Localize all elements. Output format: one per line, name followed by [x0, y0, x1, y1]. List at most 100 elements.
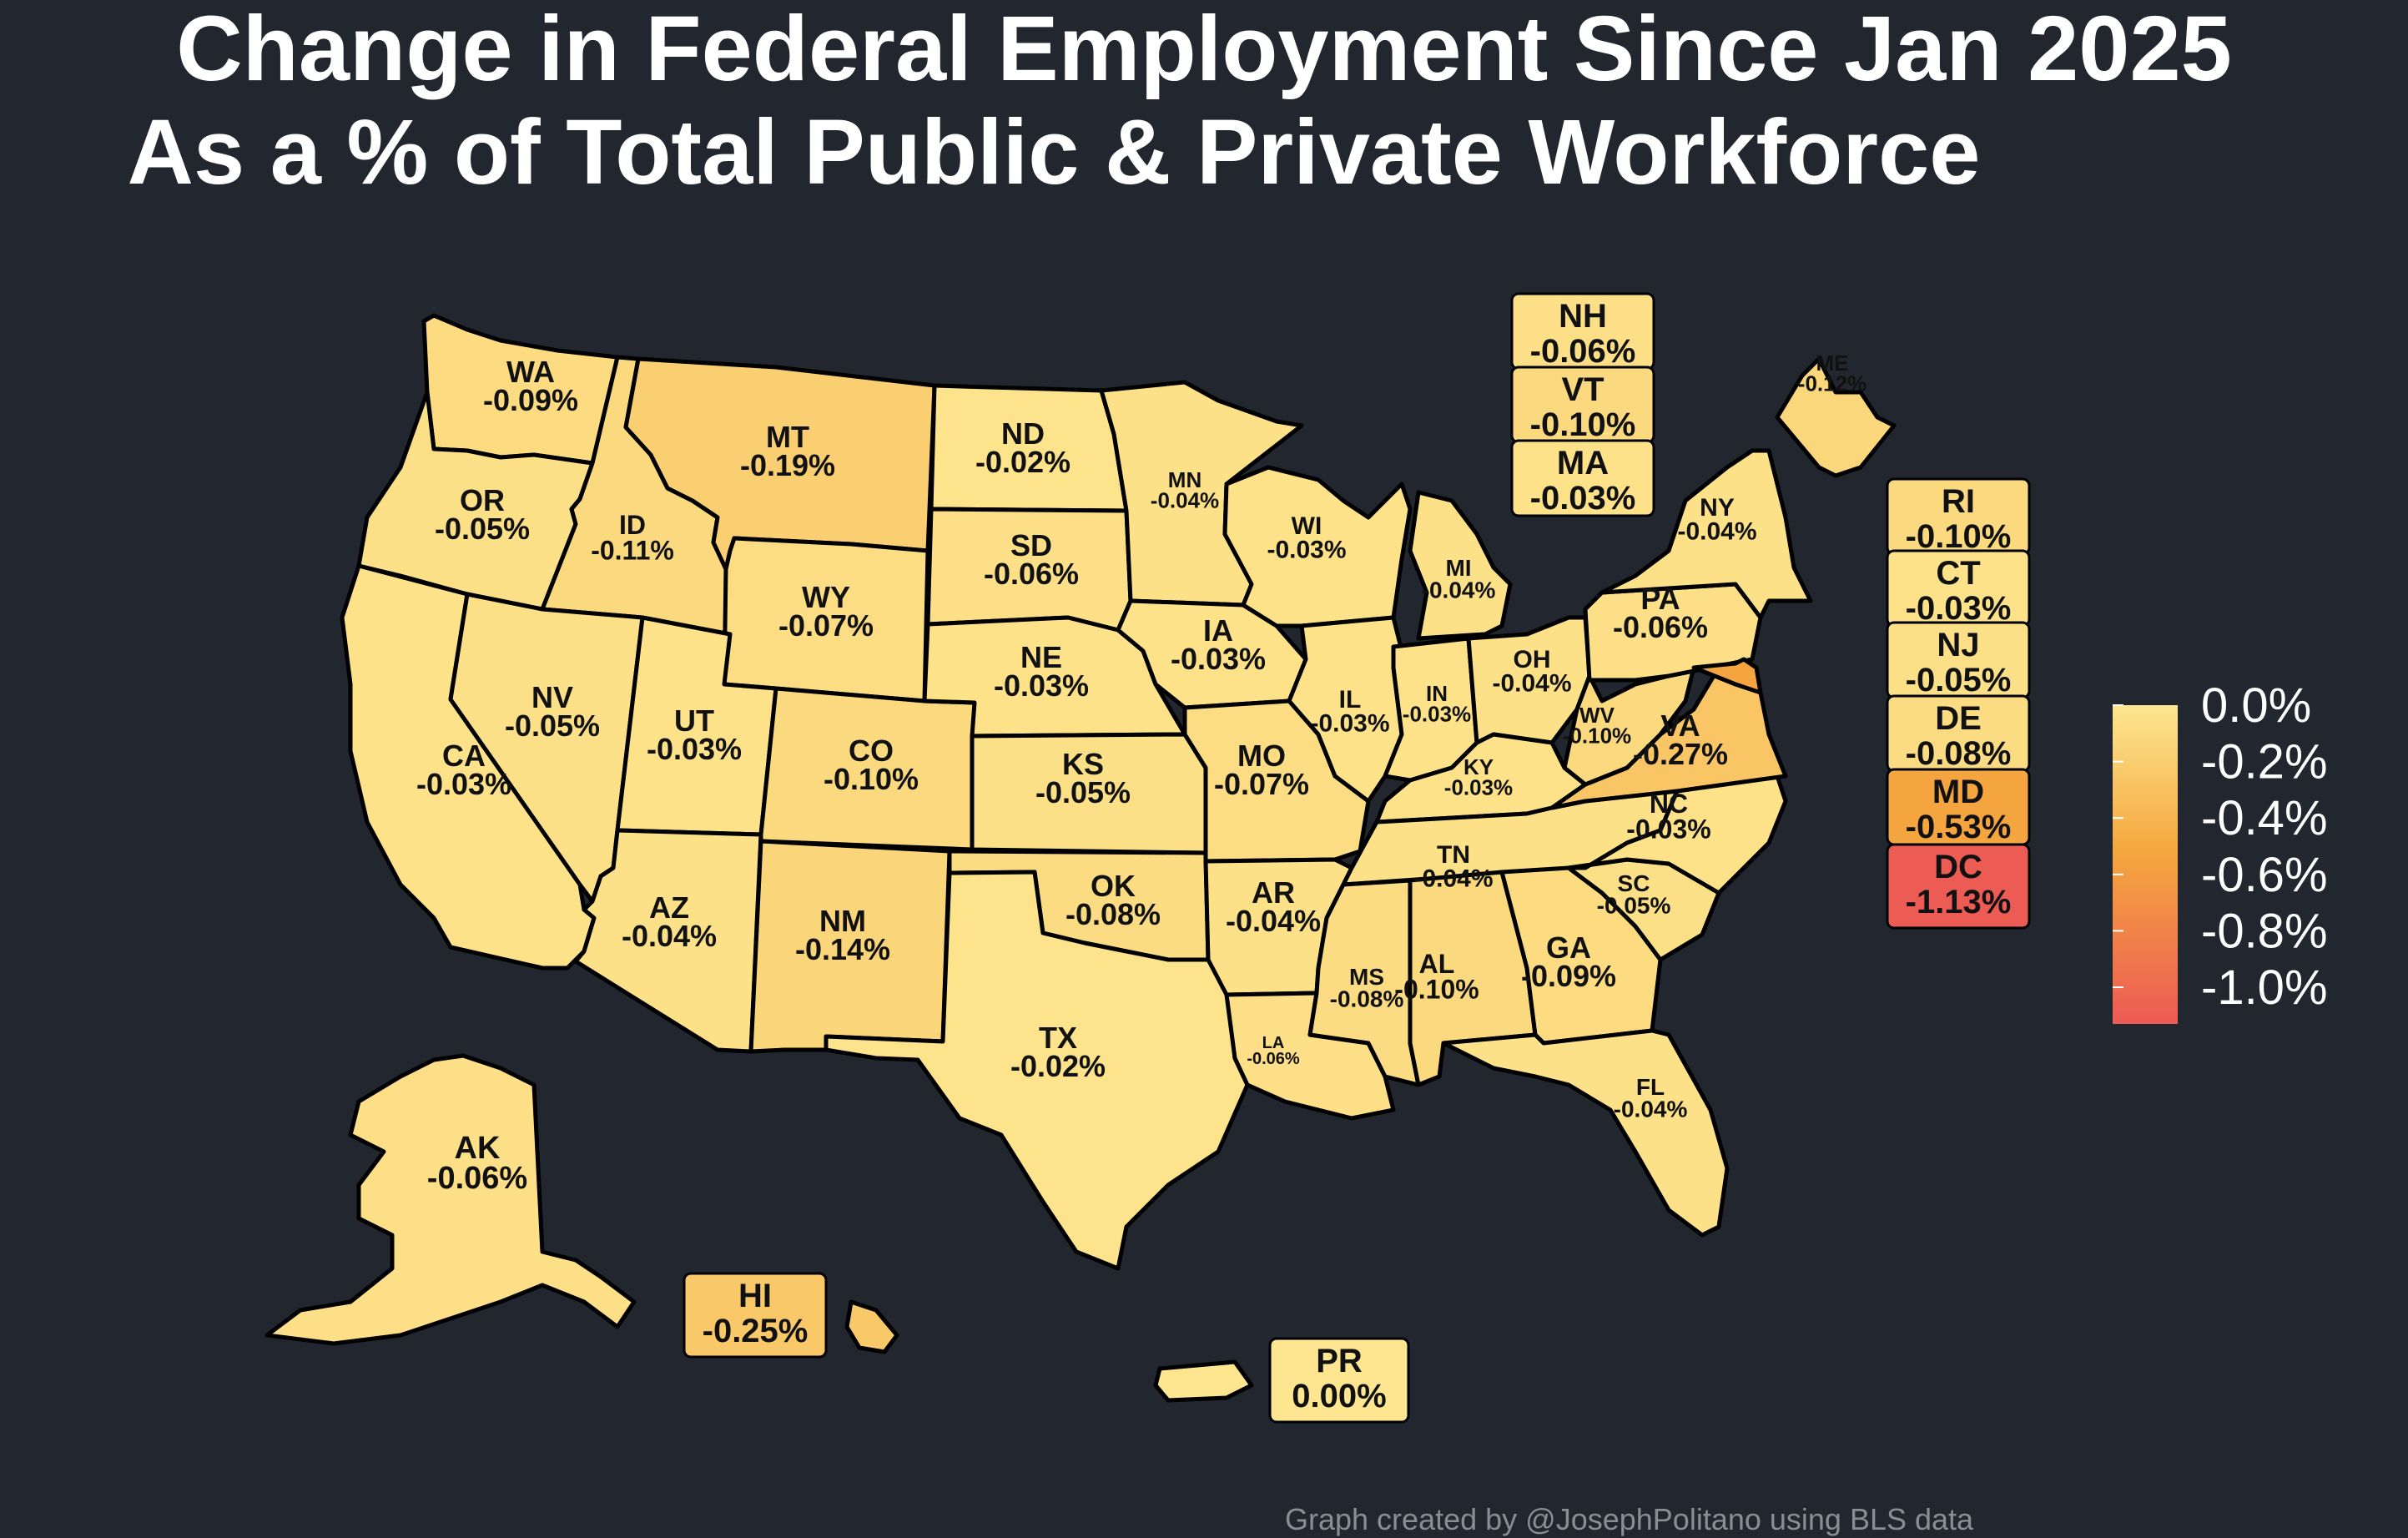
state-abbr-il: IL: [1339, 686, 1362, 714]
state-value-az: -0.04%: [622, 919, 717, 953]
state-abbr-ne: NE: [1020, 640, 1062, 674]
credit-text: Graph created by @JosephPolitano using B…: [1285, 1502, 1974, 1536]
callout-value-pr: 0.00%: [1292, 1378, 1386, 1414]
state-value-ia: -0.03%: [1171, 642, 1266, 676]
state-value-nv: -0.05%: [505, 708, 600, 743]
state-shapes: [340, 313, 1897, 1271]
callout-value-ri: -0.10%: [1906, 518, 2012, 555]
state-abbr-az: AZ: [649, 890, 689, 925]
legend-tick-label: 0.0%: [2201, 678, 2311, 733]
state-value-tx: -0.02%: [1010, 1049, 1106, 1083]
state-abbr-ky: KY: [1463, 754, 1494, 779]
callout-abbr-nh: NH: [1559, 298, 1607, 335]
callout-box-ma: MA-0.03%: [1510, 439, 1655, 517]
state-abbr-mt: MT: [766, 420, 809, 454]
state-value-wy: -0.07%: [778, 608, 874, 643]
legend-tick-label: -0.4%: [2201, 791, 2328, 845]
callout-value-vt: -0.10%: [1530, 406, 1636, 443]
chart-title-line1: Change in Federal Employment Since Jan 2…: [176, 0, 2232, 100]
state-value-ar: -0.04%: [1226, 904, 1321, 938]
state-shape-fl: [1441, 1028, 1730, 1238]
legend-tick-label: -1.0%: [2201, 961, 2328, 1015]
state-abbr-tx: TX: [1039, 1021, 1077, 1055]
chart-title-line2: As a % of Total Public & Private Workfor…: [127, 101, 1981, 204]
state-shape-ne: [922, 615, 1187, 739]
state-abbr-pa: PA: [1640, 582, 1680, 616]
state-value-nc: -0.03%: [1626, 814, 1710, 844]
state-value-oh: -0.04%: [1492, 670, 1571, 698]
state-abbr-ms: MS: [1349, 964, 1384, 990]
state-abbr-nd: ND: [1001, 416, 1045, 451]
state-value-wi: -0.03%: [1267, 537, 1346, 564]
state-abbr-fl: FL: [1636, 1074, 1665, 1100]
legend-gradient-bar: [2113, 705, 2178, 1024]
callout-box-vt: VT-0.10%: [1510, 366, 1655, 444]
state-abbr-or: OR: [460, 483, 505, 517]
callout-value-dc: -1.13%: [1906, 884, 2012, 920]
state-abbr-wv: WV: [1579, 703, 1615, 728]
callout-abbr-nj: NJ: [1937, 627, 1979, 663]
state-value-ks: -0.05%: [1035, 775, 1131, 809]
state-value-mt: -0.19%: [740, 448, 835, 482]
state-abbr-co: CO: [849, 734, 894, 768]
state-abbr-ut: UT: [674, 703, 714, 738]
state-abbr-wi: WI: [1292, 512, 1322, 540]
state-value-la: -0.06%: [1247, 1050, 1300, 1068]
state-value-nm: -0.14%: [795, 932, 890, 966]
callout-boxes: NH-0.06%VT-0.10%MA-0.03% RI-0.10%CT-0.03%…: [683, 292, 2031, 1424]
state-shape-mi: [1408, 490, 1513, 641]
callout-box-hi: HI-0.25%: [683, 1272, 828, 1359]
legend-tick-label: -0.8%: [2201, 904, 2328, 958]
state-abbr-mo: MO: [1237, 739, 1286, 773]
state-abbr-tn: TN: [1437, 841, 1470, 869]
state-value-wa: -0.09%: [483, 383, 578, 417]
state-value-ms: -0.08%: [1330, 986, 1404, 1012]
callout-abbr-ma: MA: [1557, 445, 1609, 482]
state-abbr-ks: KS: [1062, 747, 1104, 781]
state-shape-pr: [1153, 1359, 1254, 1403]
callout-value-hi: -0.25%: [703, 1313, 809, 1349]
state-value-ok: -0.08%: [1065, 897, 1161, 931]
callout-box-bg-hi: [683, 1272, 828, 1359]
callout-abbr-md: MD: [1932, 774, 1984, 810]
state-abbr-wy: WY: [802, 580, 850, 614]
callout-box-pr: PR0.00%: [1268, 1337, 1410, 1424]
state-abbr-va: VA: [1660, 708, 1700, 743]
state-abbr-mn: MN: [1168, 467, 1201, 492]
state-value-tn: -0.04%: [1413, 865, 1493, 893]
callout-abbr-ri: RI: [1942, 483, 1975, 520]
callout-abbr-pr: PR: [1316, 1343, 1363, 1379]
callout-box-dc: DC-1.13%: [1886, 843, 2031, 930]
state-abbr-mi: MI: [1445, 555, 1471, 581]
callout-box-ri: RI-0.10%: [1886, 477, 2031, 556]
state-value-wv: -0.10%: [1563, 724, 1631, 749]
callout-value-de: -0.08%: [1906, 735, 2012, 772]
state-shape-hi: [844, 1299, 899, 1354]
state-labels: WA-0.09%OR-0.05%CA-0.03%ID-0.11%NV-0.05%…: [416, 350, 1866, 1196]
state-value-sd: -0.06%: [984, 557, 1079, 591]
callout-box-de: DE-0.08%: [1886, 694, 2031, 773]
state-value-ak: -0.06%: [427, 1161, 527, 1196]
state-abbr-sd: SD: [1010, 528, 1052, 562]
legend-tick-label: -0.2%: [2201, 735, 2328, 789]
callout-box-nj: NJ-0.05%: [1886, 621, 2031, 699]
state-value-va: -0.27%: [1633, 737, 1728, 771]
state-shape-tx: [824, 870, 1250, 1271]
state-shape-wi: [1222, 465, 1413, 628]
callout-abbr-vt: VT: [1561, 371, 1604, 408]
state-abbr-sc: SC: [1618, 870, 1650, 896]
state-value-in: -0.03%: [1403, 702, 1471, 727]
state-abbr-ca: CA: [442, 739, 486, 773]
state-value-ny: -0.04%: [1677, 518, 1756, 546]
callout-box-bg-dc: [1886, 843, 2031, 930]
state-abbr-nc: NC: [1650, 789, 1688, 819]
state-abbr-ny: NY: [1700, 494, 1735, 522]
callout-box-md: MD-0.53%: [1886, 768, 2031, 846]
state-shape-ny: [1599, 448, 1813, 620]
state-shape-me: [1775, 356, 1897, 478]
state-value-ky: -0.03%: [1444, 775, 1513, 800]
state-abbr-ak: AK: [455, 1131, 501, 1166]
callout-box-nh: NH-0.06%: [1510, 292, 1655, 371]
legend-ticks: 0.0%-0.2%-0.4%-0.6%-0.8%-1.0%: [2113, 678, 2328, 1015]
